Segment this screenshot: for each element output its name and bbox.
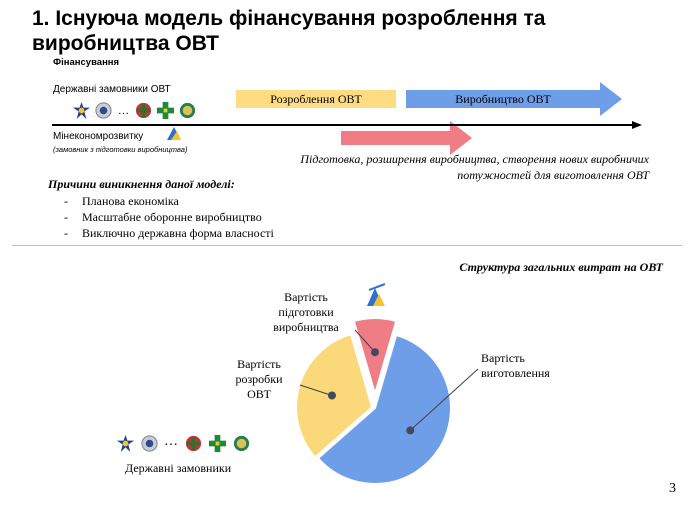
leader-dot <box>406 426 415 435</box>
customer-emblems: … <box>72 101 222 123</box>
label-manufacturing-cost: Вартість виготовлення <box>481 351 550 380</box>
customers-label: Державні замовники ОВТ <box>53 84 171 95</box>
leader-dot <box>327 391 336 400</box>
financing-label: Фінансування <box>53 57 120 68</box>
development-label: Розроблення ОВТ <box>270 92 362 106</box>
production-arrow <box>406 82 622 116</box>
ministry-logo-icon <box>167 127 181 140</box>
reasons-list: - Планова економіка - Масштабне оборонне в… <box>64 193 274 241</box>
divider <box>12 245 682 246</box>
page-title: 1. Існуюча модель фінансування розроблен… <box>32 7 546 55</box>
emblem-sbu-icon <box>116 434 135 453</box>
emblem-border-guard-icon <box>208 434 227 453</box>
emblem-intelligence-icon <box>233 435 250 452</box>
list-item: - Масштабне оборонне виробництво <box>64 210 262 224</box>
leader-line <box>354 329 376 353</box>
preparation-arrow <box>341 121 472 155</box>
state-customers-label: Державні замовники <box>125 461 232 475</box>
emblem-army-icon <box>135 102 152 119</box>
ellipsis: … <box>164 434 178 449</box>
timeline <box>52 82 642 155</box>
label-development-cost: Вартість розробки ОВТ <box>235 357 283 401</box>
emblem-army-icon <box>185 435 202 452</box>
preparation-caption: Підготовка, розширення виробництва, ство… <box>300 152 649 182</box>
production-label: Виробництво ОВТ <box>455 92 551 106</box>
pie-slice-manufacturing <box>316 333 452 485</box>
page-number: 3 <box>669 481 676 496</box>
emblem-police-icon <box>95 102 112 119</box>
reasons-heading: Причини виникнення даної моделі: <box>48 177 235 191</box>
list-item: - Планова економіка <box>64 194 179 208</box>
timeline-arrow-icon <box>632 121 642 129</box>
emblem-sbu-icon <box>72 101 91 120</box>
pie-chart <box>295 317 479 485</box>
leader-line <box>409 368 479 431</box>
emblem-border-guard-icon <box>156 101 175 120</box>
development-bar <box>236 90 396 108</box>
ministry-note: (замовник з підготовки виробництва) <box>53 145 188 154</box>
leader-line <box>299 384 333 396</box>
emblem-intelligence-icon <box>179 102 196 119</box>
label-preparation-cost: Вартість підготовки виробництва <box>273 290 339 334</box>
pie-title: Структура загальних витрат на ОВТ <box>459 260 663 274</box>
list-item: - Виключно державна форма власності <box>64 226 274 240</box>
ellipsis: … <box>118 105 129 117</box>
state-customer-emblems: … <box>116 432 276 456</box>
ministry-label: Мінекономрозвитку <box>53 131 144 142</box>
emblem-police-icon <box>141 435 158 452</box>
leader-dot <box>371 348 379 357</box>
ministry-logo-small-icon <box>367 283 386 306</box>
